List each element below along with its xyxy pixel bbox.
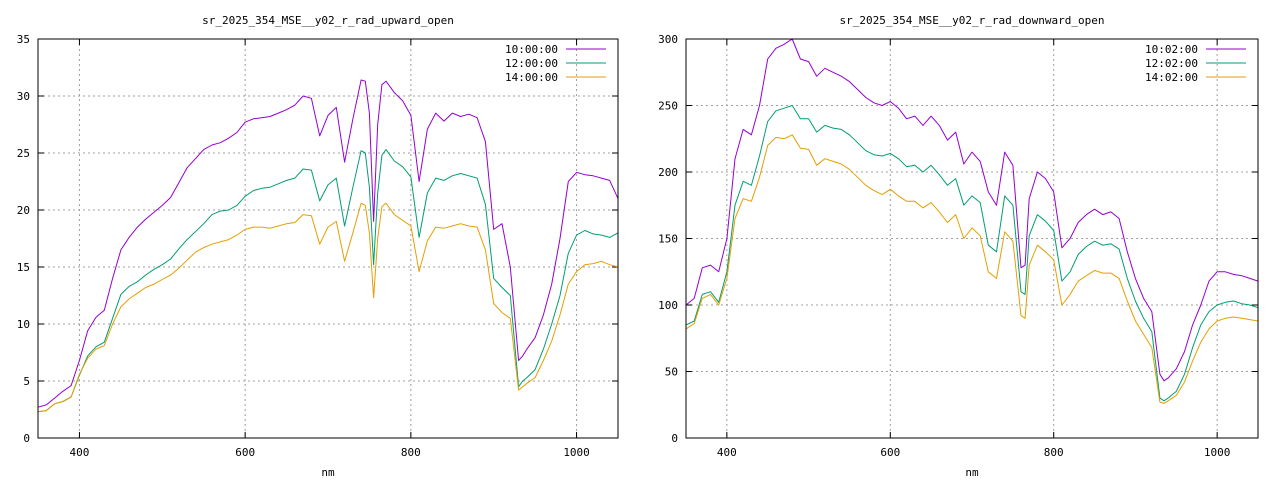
x-tick-label: 1000 bbox=[1204, 446, 1231, 459]
legend-label: 12:02:00 bbox=[1145, 57, 1198, 70]
series-line-1 bbox=[37, 149, 619, 413]
plot-frame bbox=[37, 38, 619, 439]
y-tick-label: 20 bbox=[17, 204, 30, 217]
x-axis-label: nm bbox=[321, 466, 335, 479]
chart-title: sr_2025_354_MSE__y02_r_rad_downward_open bbox=[840, 14, 1105, 27]
y-tick-label: 0 bbox=[23, 432, 30, 445]
x-tick-label: 400 bbox=[717, 446, 737, 459]
x-tick-label: 600 bbox=[880, 446, 900, 459]
y-tick-label: 30 bbox=[17, 90, 30, 103]
plot-frame bbox=[685, 38, 1259, 439]
x-tick-label: 800 bbox=[1044, 446, 1064, 459]
series-line-2 bbox=[685, 134, 1259, 404]
x-tick-label: 1000 bbox=[563, 446, 590, 459]
legend-label: 10:00:00 bbox=[505, 43, 558, 56]
legend-label: 14:00:00 bbox=[505, 71, 558, 84]
series-line-0 bbox=[685, 38, 1259, 382]
series-line-1 bbox=[685, 105, 1259, 402]
series-line-2 bbox=[37, 202, 619, 413]
y-tick-label: 200 bbox=[658, 166, 678, 179]
y-tick-label: 0 bbox=[671, 432, 678, 445]
x-axis-label: nm bbox=[965, 466, 979, 479]
y-tick-label: 5 bbox=[23, 375, 30, 388]
x-tick-label: 600 bbox=[235, 446, 255, 459]
x-tick-label: 400 bbox=[69, 446, 89, 459]
y-tick-label: 25 bbox=[17, 147, 30, 160]
legend-label: 12:00:00 bbox=[505, 57, 558, 70]
chart-downward-open: sr_2025_354_MSE__y02_r_rad_downward_open… bbox=[658, 14, 1259, 479]
y-tick-label: 250 bbox=[658, 100, 678, 113]
chart-upward-open: sr_2025_354_MSE__y02_r_rad_upward_open 40… bbox=[17, 14, 619, 479]
y-tick-label: 150 bbox=[658, 233, 678, 246]
y-tick-label: 10 bbox=[17, 318, 30, 331]
y-tick-label: 50 bbox=[665, 366, 678, 379]
legend-label: 10:02:00 bbox=[1145, 43, 1198, 56]
legend-label: 14:02:00 bbox=[1145, 71, 1198, 84]
series-line-0 bbox=[37, 79, 619, 408]
chart-title: sr_2025_354_MSE__y02_r_rad_upward_open bbox=[202, 14, 454, 27]
y-tick-label: 300 bbox=[658, 33, 678, 46]
x-tick-label: 800 bbox=[401, 446, 421, 459]
y-tick-label: 35 bbox=[17, 33, 30, 46]
y-tick-label: 15 bbox=[17, 261, 30, 274]
y-tick-label: 100 bbox=[658, 299, 678, 312]
